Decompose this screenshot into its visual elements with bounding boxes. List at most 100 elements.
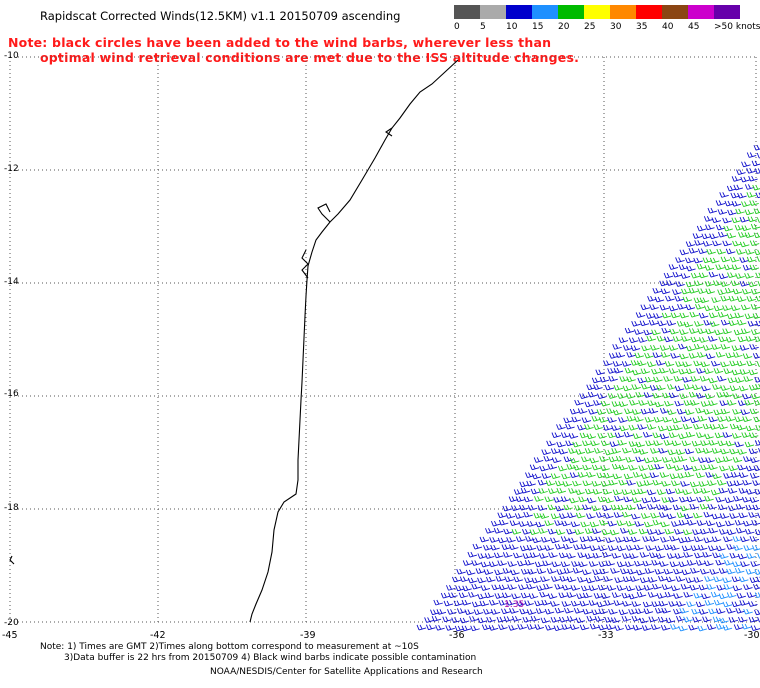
- wind-barb: [658, 575, 668, 582]
- wind-barb: [672, 336, 683, 342]
- wind-barb: [556, 488, 567, 494]
- color-swatch: [662, 5, 688, 19]
- wind-barb: [623, 473, 634, 480]
- wind-barb: [672, 289, 682, 295]
- wind-barb: [636, 503, 647, 510]
- wind-barb: [545, 625, 555, 631]
- wind-barb: [708, 464, 718, 470]
- wind-barb: [683, 513, 694, 520]
- lon-label-33: -33: [598, 630, 614, 641]
- wind-barb: [748, 369, 759, 376]
- color-swatch: [558, 5, 584, 19]
- wind-barb: [722, 625, 733, 631]
- wind-barb: [635, 585, 645, 591]
- wind-barb: [540, 536, 551, 543]
- wind-barb: [700, 361, 710, 368]
- wind-barb: [671, 521, 681, 527]
- wind-barb: [708, 400, 718, 406]
- wind-barb: [689, 584, 700, 591]
- wind-barb: [737, 449, 747, 455]
- lon-label-45: -45: [2, 630, 18, 641]
- wind-barb: [628, 337, 639, 344]
- wind-barb: [737, 464, 747, 471]
- wind-barb: [594, 616, 605, 622]
- wind-barb: [622, 345, 633, 351]
- wind-barb: [670, 624, 680, 630]
- wind-barb: [600, 481, 611, 487]
- wind-barb: [685, 577, 695, 584]
- wind-barb: [608, 479, 618, 486]
- wind-barb: [661, 312, 672, 319]
- wind-barb: [713, 599, 724, 606]
- wind-barb: [680, 416, 691, 422]
- wind-barb: [625, 520, 636, 527]
- wind-barb: [603, 360, 613, 366]
- wind-barb: [548, 552, 558, 558]
- wind-barb: [675, 576, 686, 582]
- wind-barb: [668, 432, 679, 439]
- wind-barb: [688, 353, 699, 359]
- wind-barb: [713, 305, 724, 312]
- wind-barb: [659, 367, 669, 374]
- wind-barb: [729, 385, 740, 392]
- wind-barb: [560, 432, 571, 439]
- wind-barb: [741, 161, 751, 168]
- wind-barb: [733, 329, 744, 336]
- wind-barb: [648, 616, 658, 623]
- wind-barb: [459, 617, 470, 624]
- wind-barb: [435, 625, 445, 631]
- wind-barb: [579, 393, 589, 399]
- wind-barb: [586, 497, 597, 504]
- wind-barb: [536, 545, 546, 551]
- wind-barb: [558, 448, 568, 455]
- wind-barb: [654, 401, 665, 408]
- wind-barb: [744, 273, 754, 279]
- wind-barb: [726, 529, 737, 536]
- wind-barb: [579, 624, 590, 631]
- wind-barb: [591, 481, 602, 487]
- wind-barb: [718, 529, 729, 535]
- wind-barb: [681, 288, 691, 295]
- wind-barb: [614, 495, 624, 502]
- wind-barb: [750, 625, 760, 631]
- pass-time-label: 1:35: [504, 600, 525, 610]
- wind-barb: [631, 320, 641, 327]
- wind-barb: [659, 345, 670, 351]
- wind-barb: [670, 457, 681, 463]
- wind-barb: [651, 368, 661, 375]
- wind-barb: [699, 503, 710, 510]
- wind-barb: [751, 519, 760, 526]
- wind-barb: [646, 529, 657, 535]
- wind-barb: [635, 608, 645, 615]
- wind-barb: [635, 391, 645, 398]
- wind-barb: [704, 281, 715, 287]
- wind-barb: [551, 432, 562, 439]
- wind-barb: [683, 321, 694, 328]
- wind-barb: [578, 561, 588, 568]
- wind-barb: [704, 265, 715, 271]
- wind-barb: [615, 537, 625, 543]
- wind-barb: [663, 272, 674, 279]
- wind-barb: [630, 489, 640, 496]
- wind-barb: [609, 441, 620, 448]
- wind-barb: [640, 513, 651, 519]
- wind-barb: [754, 592, 760, 598]
- wind-barb: [672, 271, 683, 278]
- wind-barb: [689, 400, 700, 406]
- wind-barb: [654, 568, 665, 575]
- wind-barb: [695, 601, 706, 608]
- wind-barb: [515, 496, 526, 502]
- wind-barb: [593, 448, 604, 454]
- wind-barb: [526, 583, 536, 590]
- wind-barb: [708, 416, 718, 423]
- wind-barb: [699, 528, 710, 535]
- wind-barb: [737, 192, 747, 199]
- wind-barb: [741, 623, 752, 630]
- wind-barb: [709, 424, 720, 430]
- wind-barb: [645, 545, 655, 551]
- wind-barb: [680, 273, 691, 279]
- wind-barb: [655, 529, 665, 536]
- wind-barb: [726, 400, 737, 406]
- wind-barb: [442, 616, 452, 623]
- wind-barb: [501, 544, 512, 551]
